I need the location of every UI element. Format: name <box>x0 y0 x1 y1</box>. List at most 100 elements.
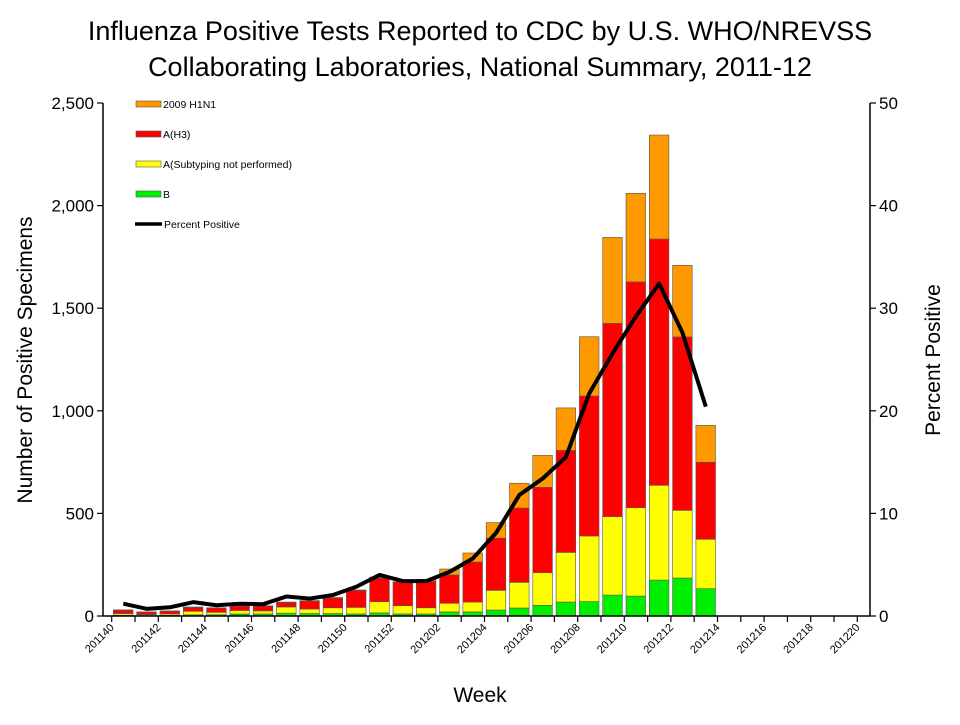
y-tick-label: 0 <box>85 607 94 626</box>
bar-a-subtyping-not-performed--201211 <box>649 485 669 580</box>
bar-b-201204 <box>486 610 506 616</box>
x-tick-label: 201144 <box>176 622 210 656</box>
bar-b-201209 <box>603 595 623 616</box>
bar-a-h3--201201 <box>416 581 436 608</box>
bar-a-subtyping-not-performed--201212 <box>673 510 693 578</box>
bar-a-subtyping-not-performed--201150 <box>346 607 366 614</box>
bar-a-subtyping-not-performed--201143 <box>183 611 203 614</box>
bar-a-subtyping-not-performed--201144 <box>207 612 227 614</box>
legend-swatch-b <box>136 191 161 197</box>
x-tick-label: 201142 <box>130 622 164 656</box>
bar-a-subtyping-not-performed--201149 <box>323 608 343 614</box>
bar-a-subtyping-not-performed--201206 <box>533 573 553 606</box>
bar-b-201211 <box>649 580 669 616</box>
bar-a-subtyping-not-performed--201213 <box>696 539 716 588</box>
y2-tick-label: 20 <box>879 402 898 421</box>
bar-a-subtyping-not-performed--201147 <box>277 607 297 613</box>
y2-tick-label: 40 <box>879 197 898 216</box>
chart-title-line2: Collaborating Laboratories, National Sum… <box>148 52 812 82</box>
bar-a-h3--201148 <box>300 601 320 609</box>
y2-tick-label: 0 <box>879 607 888 626</box>
x-tick-label: 201216 <box>735 622 769 656</box>
bar-a-subtyping-not-performed--201202 <box>440 603 460 612</box>
bar-a-h3--201145 <box>230 606 250 610</box>
bar-a-h3--201206 <box>533 487 553 572</box>
legend-label: A(Subtyping not performed) <box>163 159 292 171</box>
legend-label: A(H3) <box>163 129 190 141</box>
legend-label: Percent Positive <box>164 219 240 231</box>
x-tick-label: 201210 <box>595 622 629 656</box>
y-axis-title: Number of Positive Specimens <box>14 216 37 503</box>
x-tick-label: 201150 <box>316 622 350 656</box>
bar-a-subtyping-not-performed--201208 <box>579 536 599 602</box>
bar-a-h3--201204 <box>486 538 506 590</box>
bar-b-201210 <box>626 596 646 616</box>
bar-2009-h1n1-201209 <box>603 237 623 323</box>
bar-a-h3--201141 <box>137 612 157 614</box>
bar-a-h3--201211 <box>649 239 669 485</box>
y2-axis-title: Percent Positive <box>922 284 945 436</box>
bar-a-subtyping-not-performed--201204 <box>486 590 506 610</box>
bar-a-h3--201152 <box>393 582 413 606</box>
bar-a-h3--201213 <box>696 462 716 539</box>
bar-a-h3--201150 <box>346 590 366 607</box>
y-tick-label: 2,500 <box>51 94 94 113</box>
bar-a-subtyping-not-performed--201151 <box>370 602 390 613</box>
x-tick-label: 201140 <box>83 622 117 656</box>
bar-a-subtyping-not-performed--201210 <box>626 508 646 596</box>
y2-tick-label: 10 <box>879 504 898 523</box>
x-tick-label: 201208 <box>548 622 582 656</box>
x-tick-label: 201202 <box>409 622 443 656</box>
bar-b-201212 <box>673 578 693 616</box>
bar-b-201206 <box>533 605 553 616</box>
y-tick-label: 1,000 <box>51 402 94 421</box>
bar-a-subtyping-not-performed--201145 <box>230 610 250 613</box>
x-tick-label: 201218 <box>781 622 815 656</box>
x-tick-label: 201212 <box>642 622 676 656</box>
y2-tick-label: 30 <box>879 299 898 318</box>
bar-a-h3--201151 <box>370 578 390 602</box>
x-tick-label: 201148 <box>269 622 303 656</box>
bar-a-subtyping-not-performed--201205 <box>510 582 530 608</box>
bar-a-subtyping-not-performed--201207 <box>556 552 576 602</box>
bar-a-h3--201143 <box>183 607 203 611</box>
bar-a-h3--201205 <box>510 508 530 582</box>
bar-b-201207 <box>556 602 576 616</box>
bar-a-subtyping-not-performed--201201 <box>416 608 436 614</box>
x-tick-label: 201214 <box>688 622 722 656</box>
bar-a-subtyping-not-performed--201203 <box>463 602 483 612</box>
bar-a-h3--201149 <box>323 598 343 608</box>
legend-swatch-2009-h1n1 <box>136 101 161 107</box>
bar-a-subtyping-not-performed--201209 <box>603 517 623 595</box>
bar-a-h3--201202 <box>440 575 460 603</box>
legend-label: B <box>163 189 170 201</box>
x-tick-label: 201204 <box>455 622 489 656</box>
y-tick-label: 500 <box>66 504 94 523</box>
x-tick-label: 201220 <box>828 622 862 656</box>
x-tick-label: 201152 <box>363 622 397 656</box>
bar-a-h3--201144 <box>207 608 227 612</box>
legend-swatch-a-h3- <box>136 131 161 137</box>
bar-2009-h1n1-201210 <box>626 193 646 282</box>
bar-a-h3--201146 <box>253 606 273 611</box>
bar-a-subtyping-not-performed--201146 <box>253 611 273 614</box>
bar-a-subtyping-not-performed--201152 <box>393 606 413 614</box>
bar-b-201213 <box>696 589 716 616</box>
legend-swatch-a-subtyping-not-performed- <box>136 161 161 167</box>
y2-tick-label: 50 <box>879 94 898 113</box>
bar-a-h3--201147 <box>277 602 297 607</box>
bar-2009-h1n1-201213 <box>696 425 716 462</box>
legend-label: 2009 H1N1 <box>163 99 216 111</box>
bar-b-201208 <box>579 602 599 616</box>
bar-b-201205 <box>510 608 530 616</box>
chart-title-line1: Influenza Positive Tests Reported to CDC… <box>88 16 872 46</box>
bar-a-h3--201212 <box>673 337 693 510</box>
bar-a-h3--201142 <box>160 611 180 614</box>
x-tick-label: 201206 <box>502 622 536 656</box>
bar-a-h3--201140 <box>113 610 133 613</box>
x-axis-title: Week <box>453 684 507 707</box>
y-tick-label: 2,000 <box>51 197 94 216</box>
y-tick-label: 1,500 <box>51 299 94 318</box>
bar-2009-h1n1-201212 <box>673 265 693 337</box>
